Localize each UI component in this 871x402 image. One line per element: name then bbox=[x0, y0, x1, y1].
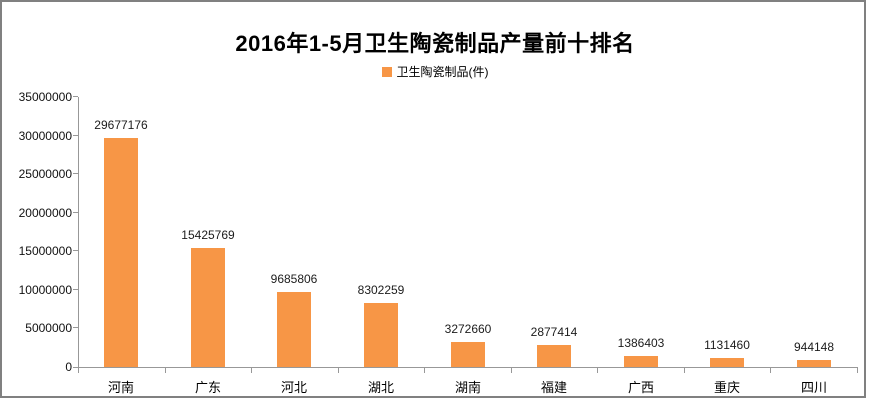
y-axis-tick-label: 20000000 bbox=[18, 205, 72, 220]
y-axis-tick-label: 35000000 bbox=[18, 90, 72, 104]
x-axis-category-label: 湖北 bbox=[367, 380, 394, 395]
bar bbox=[364, 303, 398, 367]
y-axis-tick-label: 15000000 bbox=[18, 244, 72, 259]
x-axis-category-label: 河南 bbox=[107, 380, 134, 395]
y-axis-tick-label: 0 bbox=[65, 360, 72, 374]
x-axis-tick-mark bbox=[770, 368, 771, 373]
y-axis-tick-label: 10000000 bbox=[18, 282, 72, 297]
x-axis-category-label: 福建 bbox=[540, 380, 567, 395]
y-axis-tick-mark bbox=[73, 173, 78, 175]
bar-value-label: 1386403 bbox=[617, 336, 665, 350]
x-axis-category-label: 湖南 bbox=[454, 380, 481, 395]
bar-value-label: 1131460 bbox=[704, 338, 750, 352]
x-axis-tick-mark bbox=[857, 368, 858, 373]
bar bbox=[797, 360, 831, 367]
y-axis-tick-mark bbox=[73, 134, 78, 136]
bar-value-label: 944148 bbox=[793, 340, 835, 354]
bar bbox=[191, 248, 225, 367]
x-axis-tick-mark bbox=[251, 368, 252, 373]
y-axis-tick-mark bbox=[73, 288, 78, 290]
bar-value-label: 29677176 bbox=[94, 118, 148, 132]
bar bbox=[277, 292, 311, 367]
legend-swatch-icon bbox=[381, 66, 392, 77]
y-axis-tick-label: 5000000 bbox=[25, 321, 72, 336]
legend-label: 卫生陶瓷制品(件) bbox=[396, 65, 489, 79]
bar bbox=[537, 345, 571, 367]
bar bbox=[104, 138, 138, 367]
x-axis-category-label: 河北 bbox=[280, 380, 307, 395]
x-axis-tick-mark bbox=[684, 368, 685, 373]
y-axis-tick-mark bbox=[73, 367, 78, 368]
x-axis-category-label: 广西 bbox=[627, 380, 654, 395]
x-axis-category-label: 四川 bbox=[800, 380, 827, 395]
y-axis-tick-label: 25000000 bbox=[18, 167, 72, 182]
bar bbox=[451, 342, 485, 367]
plot-area bbox=[78, 97, 858, 368]
x-axis-category-label: 广东 bbox=[194, 380, 221, 395]
bar-value-label: 15425769 bbox=[181, 228, 235, 242]
x-axis-category-label: 重庆 bbox=[713, 380, 740, 395]
x-axis-tick-mark bbox=[511, 368, 512, 373]
bar-value-label: 2877414 bbox=[530, 325, 578, 339]
y-axis-tick-mark bbox=[73, 250, 78, 252]
bar-value-label: 3272660 bbox=[444, 322, 492, 336]
y-axis-tick-label: 30000000 bbox=[18, 128, 72, 143]
x-axis-tick-mark bbox=[338, 368, 339, 373]
y-axis-tick-mark bbox=[73, 211, 78, 213]
x-axis-tick-mark bbox=[78, 368, 79, 373]
bar bbox=[624, 356, 658, 367]
y-axis-tick-mark bbox=[73, 327, 78, 329]
chart-title: 2016年1-5月卫生陶瓷制品产量前十排名 bbox=[235, 31, 635, 56]
bar-value-label: 9685806 bbox=[270, 272, 318, 286]
x-axis-tick-mark bbox=[165, 368, 166, 373]
bar-value-label: 8302259 bbox=[357, 283, 405, 297]
x-axis-tick-mark bbox=[597, 368, 598, 373]
legend: 卫生陶瓷制品(件) bbox=[2, 63, 868, 80]
bar bbox=[710, 358, 744, 367]
y-axis-tick-mark bbox=[73, 96, 78, 97]
x-axis-tick-mark bbox=[424, 368, 425, 373]
